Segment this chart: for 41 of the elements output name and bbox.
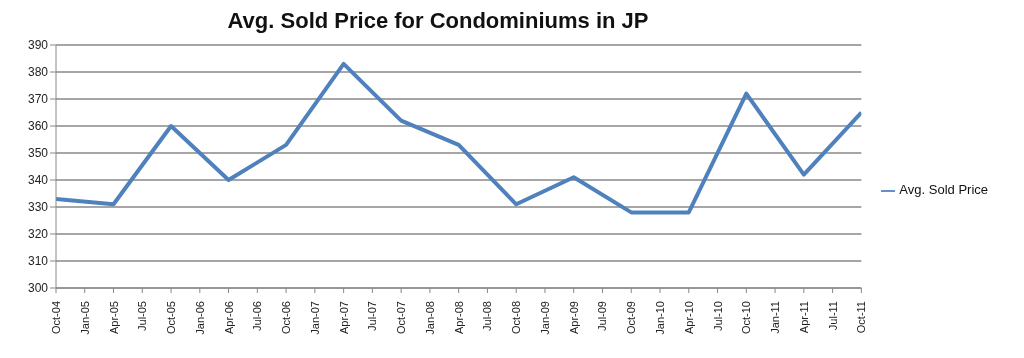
y-tick-label: 360 [27, 119, 49, 134]
x-tick-label: Apr-09 [567, 301, 580, 335]
x-tick-label: Oct-10 [740, 301, 753, 335]
x-tick-label: Oct-05 [165, 301, 178, 335]
x-tick-label: Oct-04 [50, 301, 62, 335]
y-tick-label: 300 [27, 281, 49, 296]
x-tick-label: Apr-10 [682, 301, 695, 335]
x-tick-label: Jul-05 [136, 301, 149, 331]
y-tick-label: 330 [27, 200, 49, 215]
x-tick-label: Jan-09 [538, 301, 551, 335]
x-tick-label: Jan-07 [308, 301, 321, 335]
y-tick-label: 350 [27, 146, 49, 161]
x-tick-label: Apr-06 [222, 301, 235, 335]
x-tick-label: Oct-07 [395, 301, 408, 335]
x-tick-label: Oct-11 [855, 301, 868, 334]
y-tick-label: 370 [27, 92, 49, 107]
x-tick-label: Apr-07 [337, 301, 350, 335]
x-tick-label: Jul-08 [481, 301, 494, 331]
x-tick-label: Jul-06 [251, 301, 264, 331]
legend-label: Avg. Sold Price [899, 182, 988, 198]
x-tick-label: Oct-08 [510, 301, 523, 335]
y-tick-label: 340 [27, 173, 49, 188]
x-tick-label: Apr-11 [797, 301, 810, 334]
x-tick-label: Jan-06 [193, 301, 206, 335]
x-tick-label: Apr-05 [107, 301, 120, 335]
x-tick-label: Apr-08 [452, 301, 465, 335]
x-tick-label: Oct-09 [625, 301, 638, 335]
y-tick-label: 320 [27, 227, 49, 242]
x-tick-label: Jan-10 [654, 301, 667, 335]
x-tick-label: Jul-09 [596, 301, 609, 331]
x-tick-label: Jan-08 [423, 301, 436, 335]
chart-title: Avg. Sold Price for Condominiums in JP [226, 8, 650, 34]
x-tick-label: Jul-11 [826, 301, 839, 331]
x-tick-label: Jan-11 [769, 301, 782, 334]
y-tick-label: 390 [27, 38, 49, 53]
y-tick-label: 380 [27, 65, 49, 80]
x-tick-label: Oct-06 [280, 301, 293, 335]
x-tick-label: Jul-07 [366, 301, 379, 331]
x-tick-label: Jan-05 [78, 301, 91, 335]
y-tick-label: 310 [27, 254, 49, 269]
x-tick-label: Jul-10 [711, 301, 724, 331]
